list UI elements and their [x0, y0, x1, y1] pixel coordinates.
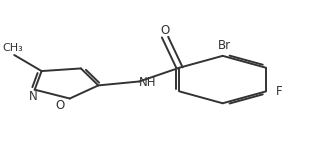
- Text: NH: NH: [139, 76, 156, 89]
- Text: N: N: [29, 90, 38, 103]
- Text: O: O: [160, 24, 170, 37]
- Text: Br: Br: [218, 39, 231, 52]
- Text: CH₃: CH₃: [2, 43, 23, 53]
- Text: O: O: [55, 99, 65, 112]
- Text: F: F: [276, 85, 283, 98]
